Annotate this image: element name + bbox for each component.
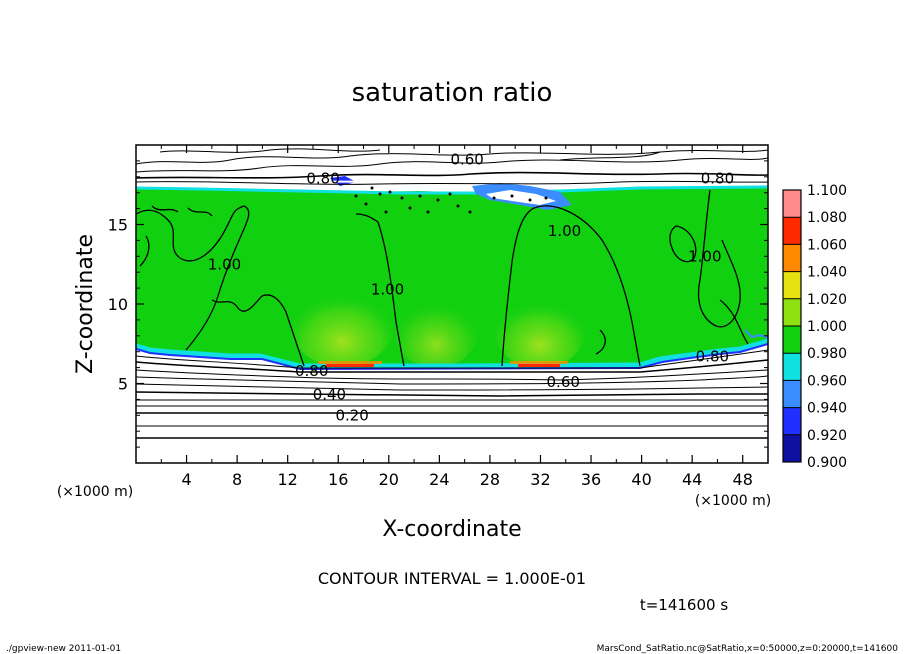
supersaturation-strip-left-glow: [318, 361, 382, 364]
colorbar-label: 0.980: [807, 346, 847, 362]
footer-left: ./gpview-new 2011-01-01: [6, 644, 121, 654]
plot-area: [136, 145, 768, 463]
x-tick-label: 20: [379, 470, 399, 489]
contour-label: 1.00: [688, 247, 721, 265]
upper-band: [136, 180, 768, 184]
x-axis: 4 8 12 16 20 24 28 32 36 40 44 48: [160, 145, 753, 489]
supersaturation-strip-left: [326, 364, 374, 367]
colorbar-swatch: [783, 244, 801, 272]
chart-title: saturation ratio: [352, 78, 553, 108]
supersaturation-glow-left: [290, 283, 394, 367]
x-tick-label: 24: [429, 470, 449, 489]
contour-label: 0.40: [313, 386, 346, 404]
colorbar-label: 0.960: [807, 373, 847, 389]
x-unit-label: (×1000 m): [57, 484, 133, 500]
lower-fringe-blue: [136, 343, 768, 371]
colorbar-label: 1.080: [807, 210, 847, 226]
colorbar-label: 1.000: [807, 319, 847, 335]
x-tick-label: 40: [631, 470, 651, 489]
y-tick-label: 15: [108, 216, 128, 235]
supersaturation-strip-right-glow: [510, 361, 568, 364]
y-axis-label: Z-coordinate: [73, 234, 98, 374]
colorbar-swatch: [783, 326, 801, 354]
x-tick-label: 36: [581, 470, 601, 489]
time-label: t=141600 s: [640, 596, 728, 614]
contour-label: 0.80: [295, 362, 328, 380]
upper-speckles: [354, 186, 548, 214]
supersaturation-glow-mid: [394, 292, 478, 368]
colorbar-swatch: [783, 271, 801, 299]
x-tick-label: 4: [181, 470, 191, 489]
contour-label: 0.60: [547, 373, 580, 391]
colorbar-swatch: [783, 353, 801, 381]
colorbar-label: 1.060: [807, 237, 847, 253]
contour-label: 1.00: [371, 281, 404, 299]
contour-label: 0.80: [306, 169, 339, 187]
colorbar-label: 0.900: [807, 455, 847, 471]
contour-label: 1.00: [548, 222, 581, 240]
x-axis-label: X-coordinate: [382, 517, 521, 542]
colorbar-swatch: [783, 190, 801, 218]
x-tick-label: 48: [733, 470, 753, 489]
colorbar-swatch: [783, 298, 801, 326]
x-tick-label: 32: [530, 470, 550, 489]
colorbar-label: 1.040: [807, 265, 847, 281]
x-tick-label: 8: [232, 470, 242, 489]
lower-fringe-cyan: [136, 338, 768, 369]
colorbar-label: 0.920: [807, 428, 847, 444]
contour-label: 0.20: [335, 406, 368, 424]
colorbar-swatch: [783, 407, 801, 435]
upper-contours: [136, 148, 768, 185]
saturation-contours: [136, 189, 749, 367]
contour-interval: CONTOUR INTERVAL = 1.000E-01: [318, 569, 586, 588]
upper-dry-patch-core: [486, 190, 556, 205]
supersaturation-glow-right: [494, 292, 586, 368]
colorbar-label: 1.020: [807, 292, 847, 308]
y-tick-label: 10: [108, 295, 128, 314]
x-tick-label: 12: [278, 470, 298, 489]
colorbar-swatch: [783, 380, 801, 408]
footer-right: MarsCond_SatRatio.nc@SatRatio,x=0:50000,…: [597, 644, 899, 654]
lower-contours: [136, 349, 768, 439]
contour-label: 0.80: [701, 169, 734, 187]
contour-label: 1.00: [208, 255, 241, 273]
y-unit-label: (×1000 m): [695, 493, 771, 509]
y-axis: 5 10 15: [108, 160, 768, 448]
y-tick-label: 5: [118, 375, 128, 394]
x-tick-label: 28: [480, 470, 500, 489]
colorbar-label: 1.100: [807, 183, 847, 199]
lower-fringe-blue-2: [744, 329, 768, 339]
contour-label: 0.80: [696, 347, 729, 365]
upper-fringe-cyan: [136, 185, 768, 195]
colorbar-swatch: [783, 217, 801, 245]
contour-label: 0.60: [450, 150, 483, 168]
colorbar-swatch: [783, 434, 801, 462]
x-tick-label: 16: [328, 470, 348, 489]
contour-labels: 0.60 0.80 0.80 1.00 1.00 1.00 1.00 0.80 0.80 0.60…: [208, 150, 734, 424]
colorbar-label: 0.940: [807, 401, 847, 417]
colorbar: 0.900 0.920 0.940 0.960 0.980 1.000 1.020 1.040…: [782, 183, 847, 471]
supersaturation-strip-right: [518, 364, 560, 367]
x-tick-label: 44: [682, 470, 702, 489]
